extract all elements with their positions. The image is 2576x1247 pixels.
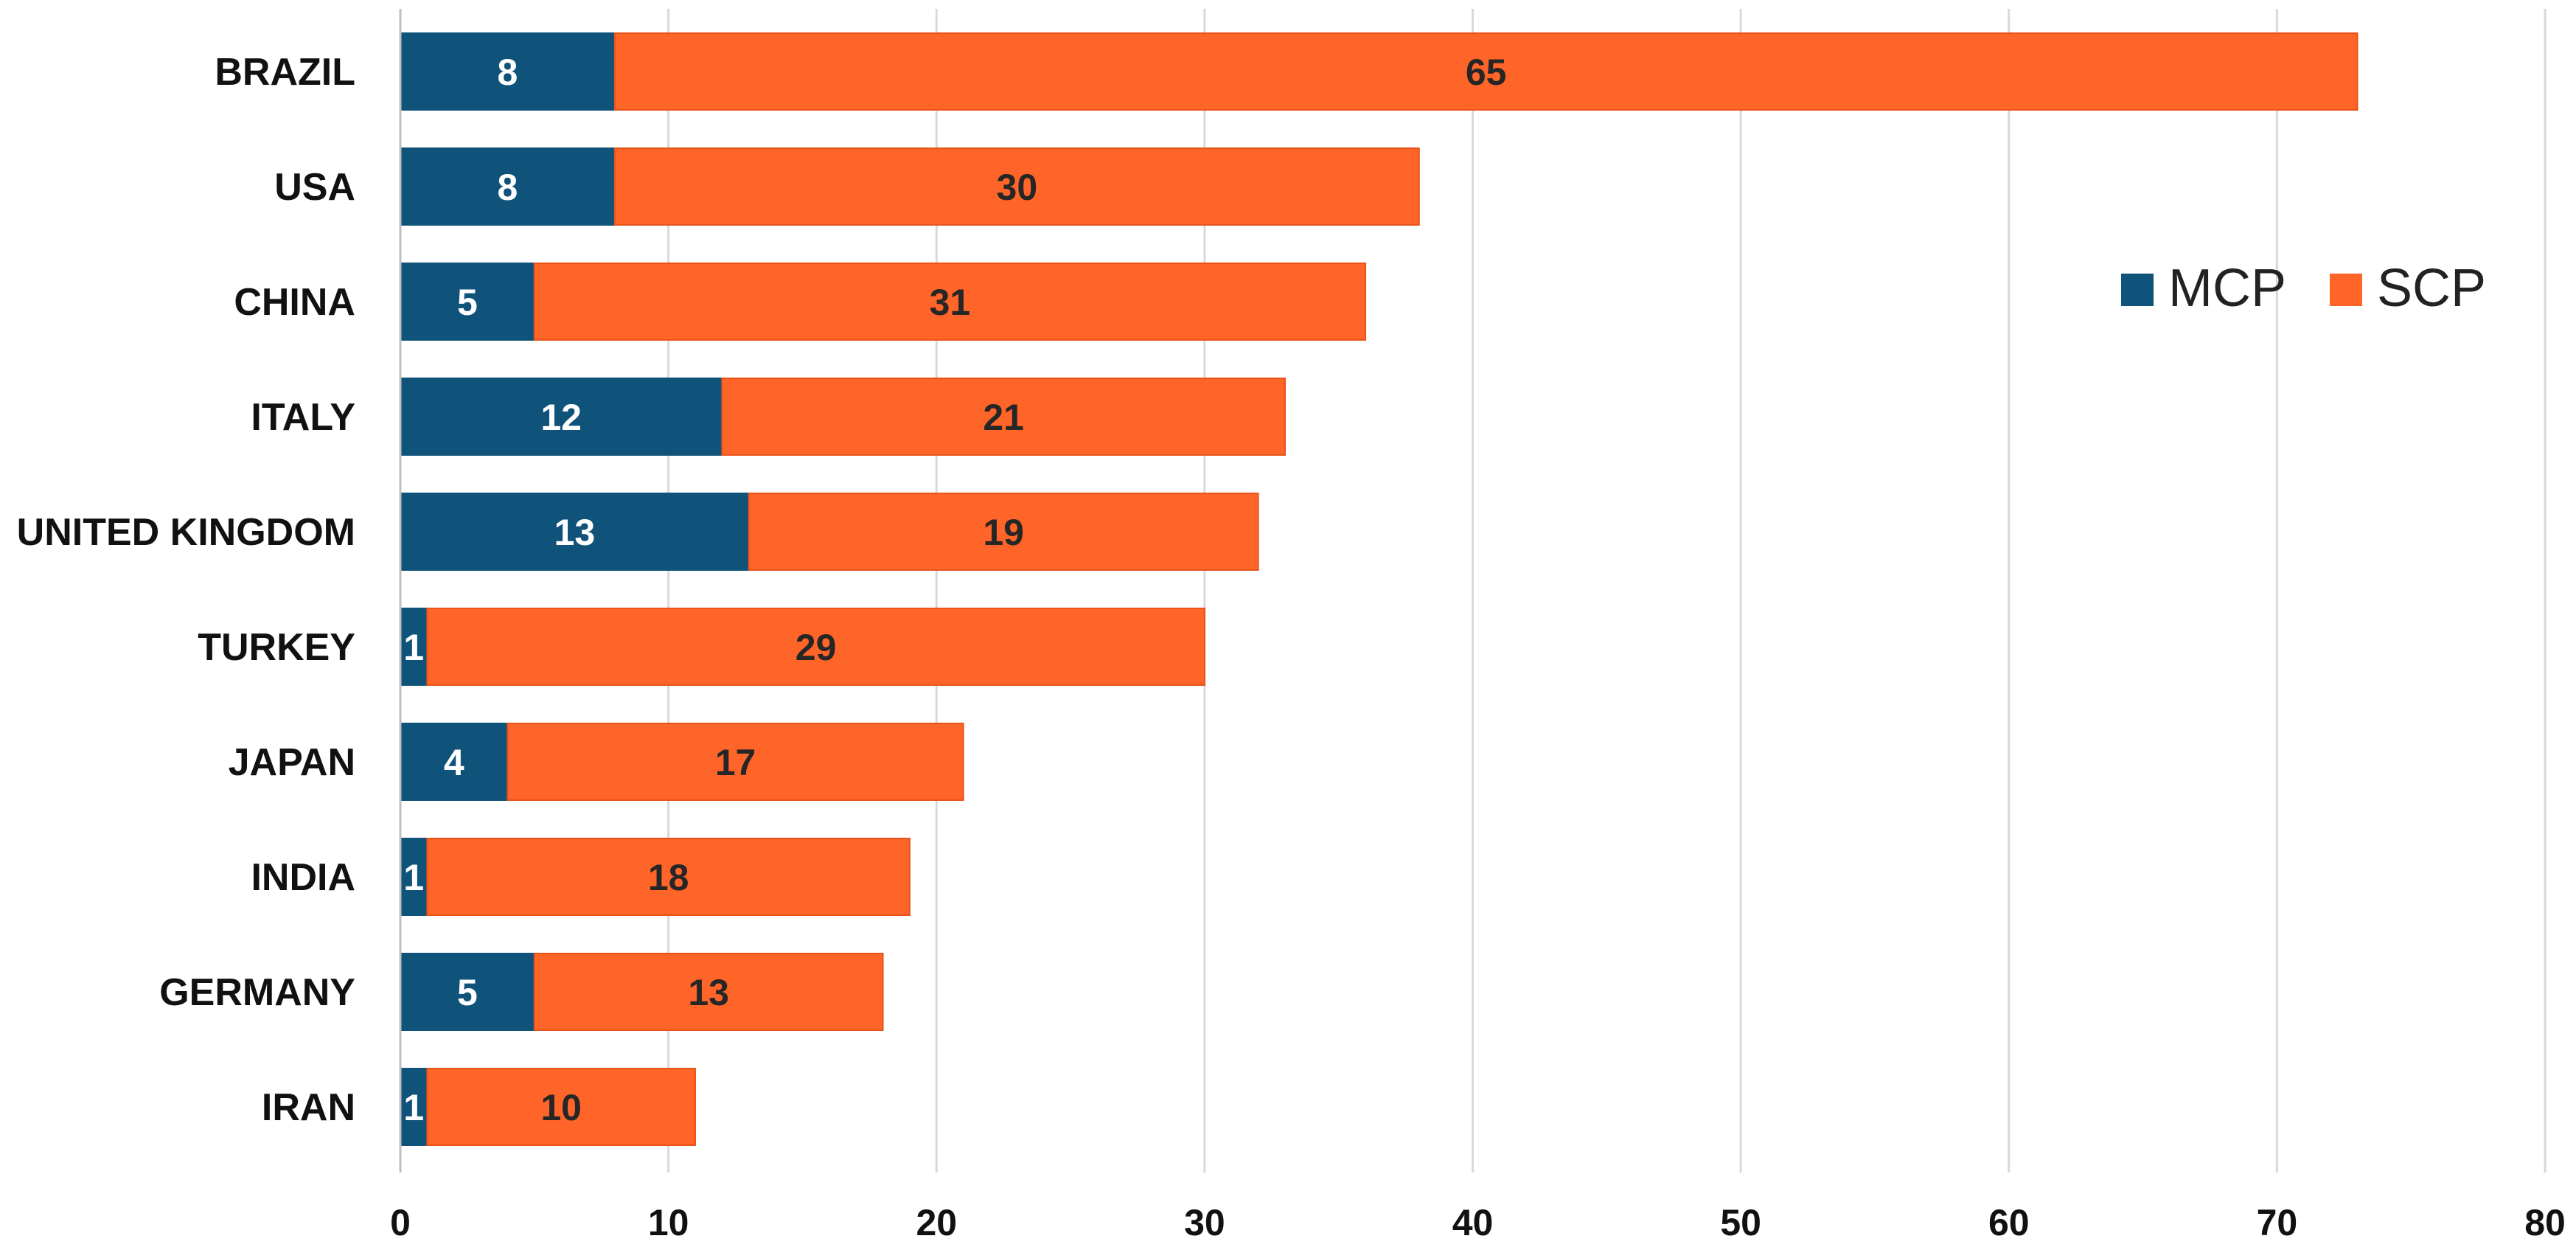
data-label-scp: 13 <box>688 972 729 1013</box>
data-label-scp: 10 <box>540 1087 582 1128</box>
data-label-mcp: 12 <box>540 397 582 438</box>
category-label: UNITED KINGDOM <box>17 511 355 554</box>
category-label: IRAN <box>262 1086 355 1129</box>
bar-mcp-iran <box>400 1068 428 1146</box>
data-label-mcp: 8 <box>498 167 518 208</box>
legend-swatch-scp <box>2330 274 2362 306</box>
category-label: ITALY <box>251 396 355 439</box>
bar-mcp-italy <box>400 378 723 456</box>
category-label: CHINA <box>234 281 355 324</box>
data-label-mcp: 8 <box>498 52 518 93</box>
category-label: USA <box>274 166 355 209</box>
category-label: INDIA <box>251 856 355 899</box>
bar-scp-india <box>426 838 911 916</box>
category-label: BRAZIL <box>215 51 355 94</box>
data-label-scp: 19 <box>983 512 1024 553</box>
bars: 8 65 8 30 5 31 12 21 13 19 1 29 4 17 1 18 5 13 1 10 <box>400 32 2359 1146</box>
data-label-mcp: 5 <box>457 282 478 323</box>
data-label-scp: 21 <box>983 397 1024 438</box>
bar-mcp-india <box>400 838 428 916</box>
bar-scp-japan <box>507 723 964 801</box>
legend-label-mcp[interactable]: MCP <box>2168 259 2286 318</box>
data-label-scp: 17 <box>715 742 756 783</box>
data-label-mcp: 1 <box>403 627 424 668</box>
bar-scp-united-kingdom <box>748 493 1259 571</box>
category-label: JAPAN <box>229 741 355 784</box>
bar-mcp-turkey <box>400 608 428 686</box>
data-label-mcp: 1 <box>403 857 424 898</box>
bar-scp-iran <box>426 1068 696 1146</box>
x-tick-label: 50 <box>1720 1202 1761 1243</box>
x-tick-label: 80 <box>2524 1202 2566 1243</box>
category-label: TURKEY <box>198 626 355 669</box>
x-tick-label: 70 <box>2257 1202 2298 1243</box>
legend-swatch-mcp <box>2121 274 2154 306</box>
axes: 0 10 20 30 40 50 60 70 80 BRAZIL USA CHINA ITALY UNIT… <box>17 9 2566 1243</box>
x-tick-label: 40 <box>1452 1202 1494 1243</box>
legend[interactable]: MCP SCP <box>2121 259 2486 318</box>
data-label-mcp: 1 <box>403 1087 424 1128</box>
bar-mcp-united-kingdom <box>400 493 750 571</box>
data-label-scp: 18 <box>648 857 689 898</box>
bar-scp-germany <box>533 953 884 1031</box>
data-label-scp: 30 <box>997 167 1038 208</box>
x-tick-label: 20 <box>916 1202 957 1243</box>
x-tick-label: 0 <box>390 1202 411 1243</box>
x-tick-label: 60 <box>1988 1202 2030 1243</box>
bar-scp-brazil <box>613 32 2359 111</box>
category-label: GERMANY <box>159 971 355 1014</box>
data-label-scp: 31 <box>930 282 971 323</box>
x-tick-label: 10 <box>648 1202 689 1243</box>
bar-scp-china <box>533 263 1367 341</box>
data-label-mcp: 5 <box>457 972 478 1013</box>
legend-label-scp[interactable]: SCP <box>2377 259 2486 318</box>
bar-scp-italy <box>721 378 1286 456</box>
x-tick-label: 30 <box>1184 1202 1225 1243</box>
data-label-mcp: 4 <box>444 742 464 783</box>
data-label-scp: 29 <box>796 627 837 668</box>
bar-scp-usa <box>613 147 1420 226</box>
data-label-mcp: 13 <box>554 512 596 553</box>
bar-mcp-germany <box>400 953 535 1031</box>
data-label-scp: 65 <box>1466 52 1507 93</box>
bar-mcp-japan <box>400 723 509 801</box>
bar-scp-turkey <box>426 608 1205 686</box>
